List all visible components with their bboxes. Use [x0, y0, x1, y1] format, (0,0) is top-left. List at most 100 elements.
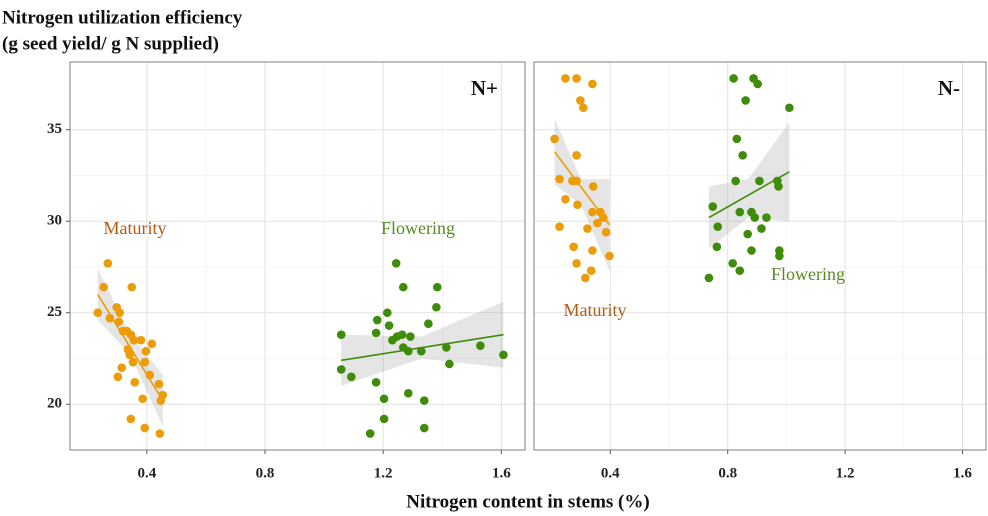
point	[588, 182, 598, 191]
point	[105, 313, 115, 323]
point	[383, 308, 392, 318]
point	[416, 346, 426, 356]
point	[126, 414, 136, 424]
series-label: Maturity	[104, 218, 167, 238]
point	[708, 202, 718, 211]
confidence-band	[554, 118, 610, 271]
point	[729, 74, 738, 83]
point	[572, 74, 581, 83]
point	[738, 151, 747, 160]
point	[391, 259, 401, 268]
panel-label: N-	[938, 76, 960, 100]
x-tick-label: 1.6	[953, 465, 972, 481]
point	[125, 350, 134, 360]
point	[713, 222, 723, 232]
point	[117, 363, 127, 372]
point	[155, 429, 165, 438]
point	[403, 346, 413, 356]
series-label: Flowering	[381, 218, 455, 238]
point	[136, 335, 146, 345]
point	[336, 365, 346, 374]
point	[403, 388, 413, 398]
point	[576, 96, 585, 105]
confidence-band	[341, 301, 504, 386]
x-tick-label: 1.2	[836, 465, 855, 481]
point	[785, 103, 794, 113]
point	[147, 339, 157, 349]
point	[572, 151, 581, 160]
point	[750, 213, 760, 222]
y-tick-label: 30	[47, 213, 62, 229]
point	[372, 315, 382, 325]
point	[704, 273, 714, 283]
point	[561, 74, 570, 83]
point	[741, 96, 750, 105]
point	[588, 246, 597, 255]
point	[140, 357, 150, 367]
point	[555, 174, 564, 184]
point	[365, 429, 375, 438]
point	[398, 282, 408, 292]
x-tick-label: 0.4	[137, 465, 156, 481]
x-tick-label: 0.8	[718, 465, 737, 481]
x-tick-label: 0.8	[256, 465, 275, 481]
point	[93, 308, 103, 318]
point	[753, 79, 762, 89]
panel-border	[533, 61, 987, 451]
point	[128, 357, 138, 367]
point	[581, 273, 590, 283]
point	[476, 341, 485, 350]
point	[336, 330, 346, 339]
point	[735, 266, 745, 275]
point	[115, 308, 124, 318]
point	[774, 182, 783, 191]
point	[583, 224, 592, 233]
x-tick-label: 1.2	[374, 465, 393, 481]
point	[735, 207, 745, 217]
point	[156, 396, 166, 405]
point	[371, 328, 381, 338]
point	[601, 227, 611, 237]
point	[346, 372, 356, 382]
point	[129, 335, 139, 345]
point	[384, 321, 394, 330]
point	[141, 346, 151, 356]
point	[743, 229, 752, 239]
point	[728, 259, 738, 268]
point	[419, 396, 429, 405]
y-tick-label: 20	[47, 396, 62, 412]
point	[103, 259, 113, 268]
panel-background	[70, 62, 525, 450]
point	[569, 242, 578, 252]
point	[555, 222, 564, 232]
point	[379, 414, 389, 424]
point	[605, 251, 614, 261]
point	[731, 176, 740, 186]
point	[138, 394, 147, 404]
point	[140, 423, 150, 433]
y-tick-label: 35	[47, 121, 62, 137]
series-label: Flowering	[771, 264, 845, 284]
point	[130, 377, 140, 387]
point	[712, 242, 722, 252]
point	[99, 282, 108, 292]
x-axis-title: Nitrogen content in stems (%)	[406, 491, 649, 512]
point	[572, 176, 581, 186]
point	[113, 372, 123, 382]
point	[755, 176, 764, 186]
point	[127, 282, 137, 292]
point	[572, 259, 581, 268]
point	[432, 302, 441, 312]
point	[762, 213, 771, 222]
point	[732, 134, 742, 144]
point	[579, 103, 588, 113]
point	[573, 200, 582, 210]
panel-background	[534, 62, 986, 450]
point	[588, 79, 597, 89]
x-tick-label: 1.6	[492, 465, 511, 481]
point	[397, 330, 407, 339]
point	[424, 319, 433, 329]
point	[379, 394, 389, 404]
panel-border	[69, 61, 526, 451]
y-tick-label: 25	[47, 304, 62, 320]
